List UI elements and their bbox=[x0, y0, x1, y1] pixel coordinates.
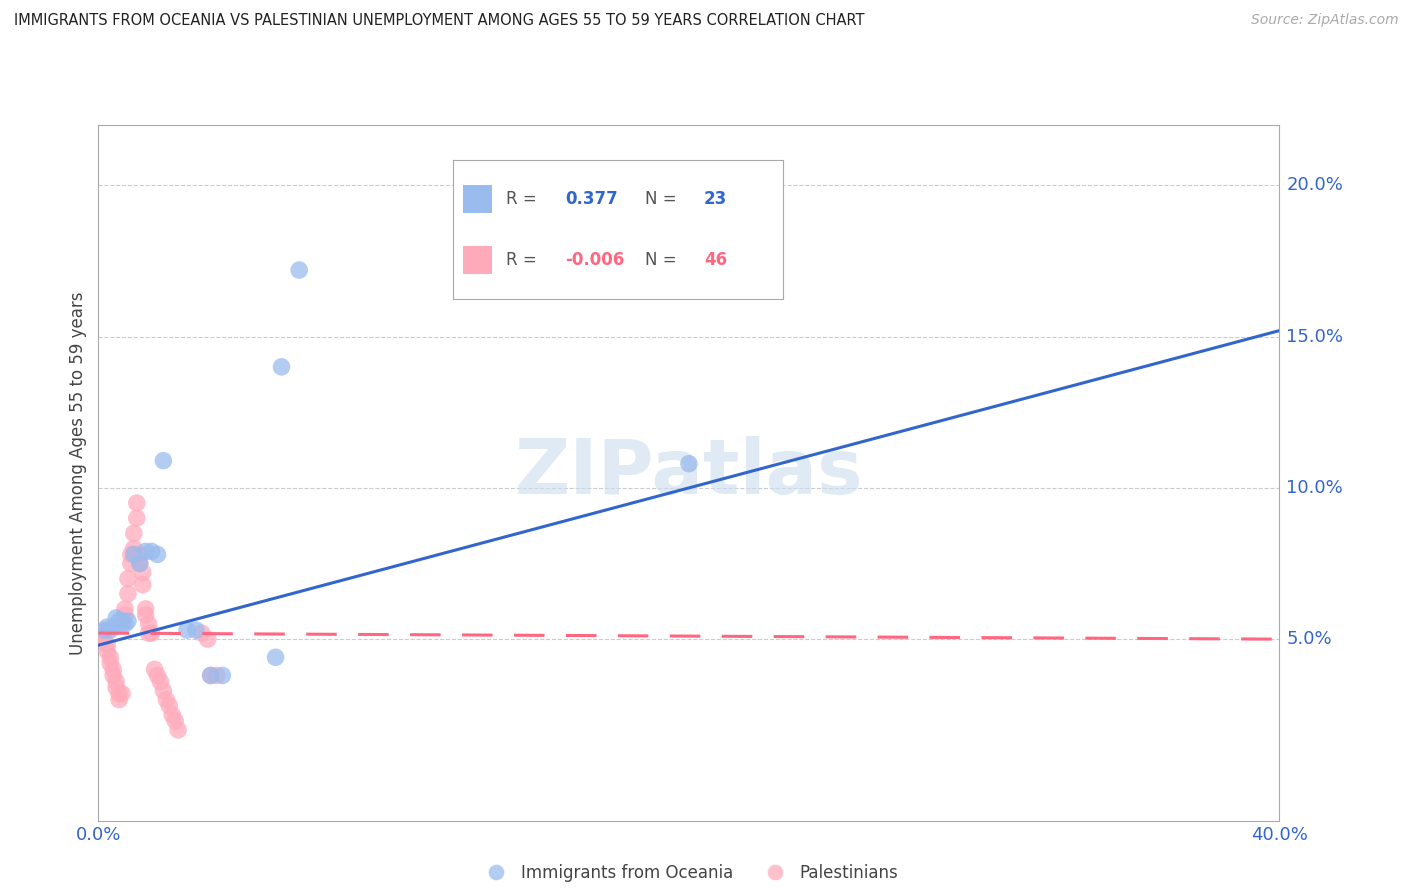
Point bbox=[125, 496, 148, 510]
Point bbox=[146, 668, 169, 682]
Point bbox=[176, 623, 198, 637]
Point bbox=[138, 617, 160, 632]
Point bbox=[111, 614, 134, 628]
Point bbox=[108, 687, 131, 701]
Point bbox=[98, 650, 121, 665]
Point bbox=[122, 548, 145, 562]
Point bbox=[93, 623, 115, 637]
Point bbox=[117, 572, 139, 586]
Point bbox=[122, 541, 145, 556]
Point bbox=[155, 692, 177, 706]
Text: 15.0%: 15.0% bbox=[1286, 327, 1344, 345]
Text: IMMIGRANTS FROM OCEANIA VS PALESTINIAN UNEMPLOYMENT AMONG AGES 55 TO 59 YEARS CO: IMMIGRANTS FROM OCEANIA VS PALESTINIAN U… bbox=[14, 13, 865, 29]
Point bbox=[103, 620, 125, 634]
Point bbox=[105, 674, 128, 689]
Point bbox=[264, 650, 287, 665]
Text: ZIPatlas: ZIPatlas bbox=[515, 436, 863, 509]
Point bbox=[90, 626, 112, 640]
Point bbox=[128, 557, 150, 571]
Point bbox=[103, 662, 125, 676]
Point bbox=[165, 714, 187, 728]
Point bbox=[108, 692, 131, 706]
Point bbox=[157, 698, 180, 713]
Legend: Immigrants from Oceania, Palestinians: Immigrants from Oceania, Palestinians bbox=[472, 857, 905, 888]
Text: R =: R = bbox=[506, 251, 541, 268]
Text: 23: 23 bbox=[704, 190, 727, 208]
Point bbox=[120, 548, 142, 562]
Bar bbox=[463, 246, 492, 274]
Point bbox=[93, 632, 115, 647]
Point bbox=[105, 681, 128, 695]
Text: Source: ZipAtlas.com: Source: ZipAtlas.com bbox=[1251, 13, 1399, 28]
Point bbox=[132, 577, 155, 591]
Point bbox=[197, 632, 219, 647]
Point bbox=[191, 626, 214, 640]
Point bbox=[125, 511, 148, 525]
Point bbox=[117, 587, 139, 601]
Y-axis label: Unemployment Among Ages 55 to 59 years: Unemployment Among Ages 55 to 59 years bbox=[69, 291, 87, 655]
Point bbox=[152, 683, 174, 698]
Point bbox=[143, 662, 166, 676]
Bar bbox=[463, 185, 492, 212]
Point bbox=[678, 457, 700, 471]
Point bbox=[111, 617, 134, 632]
Point bbox=[98, 623, 121, 637]
Text: 0.377: 0.377 bbox=[565, 190, 617, 208]
Text: 5.0%: 5.0% bbox=[1286, 630, 1331, 648]
Point bbox=[167, 723, 190, 737]
Point bbox=[152, 453, 174, 467]
Point bbox=[211, 668, 233, 682]
Point bbox=[111, 687, 134, 701]
Point bbox=[200, 668, 222, 682]
Point bbox=[96, 644, 118, 658]
Point bbox=[96, 620, 118, 634]
Point bbox=[141, 626, 163, 640]
Point bbox=[135, 607, 157, 622]
Point bbox=[138, 626, 160, 640]
Point bbox=[270, 359, 292, 374]
Point bbox=[149, 674, 172, 689]
Point bbox=[141, 544, 163, 558]
Point bbox=[135, 602, 157, 616]
Text: 46: 46 bbox=[704, 251, 727, 268]
Point bbox=[96, 638, 118, 652]
Text: R =: R = bbox=[506, 190, 541, 208]
Point bbox=[114, 617, 136, 632]
Point bbox=[162, 707, 183, 722]
Text: 10.0%: 10.0% bbox=[1286, 479, 1343, 497]
Point bbox=[105, 611, 128, 625]
Point bbox=[114, 602, 136, 616]
Point bbox=[103, 668, 125, 682]
Text: 20.0%: 20.0% bbox=[1286, 177, 1343, 194]
Point bbox=[108, 614, 131, 628]
Point bbox=[114, 607, 136, 622]
Point bbox=[135, 544, 157, 558]
Point bbox=[200, 668, 222, 682]
Point bbox=[98, 657, 121, 671]
Point bbox=[120, 557, 142, 571]
Point bbox=[122, 526, 145, 541]
Point bbox=[128, 548, 150, 562]
Text: -0.006: -0.006 bbox=[565, 251, 624, 268]
Point bbox=[205, 668, 228, 682]
Point bbox=[128, 557, 150, 571]
Point bbox=[288, 263, 311, 277]
Point bbox=[132, 566, 155, 580]
Point bbox=[117, 614, 139, 628]
Text: N =: N = bbox=[644, 190, 682, 208]
Point bbox=[184, 623, 207, 637]
Text: N =: N = bbox=[644, 251, 682, 268]
Point bbox=[146, 548, 169, 562]
